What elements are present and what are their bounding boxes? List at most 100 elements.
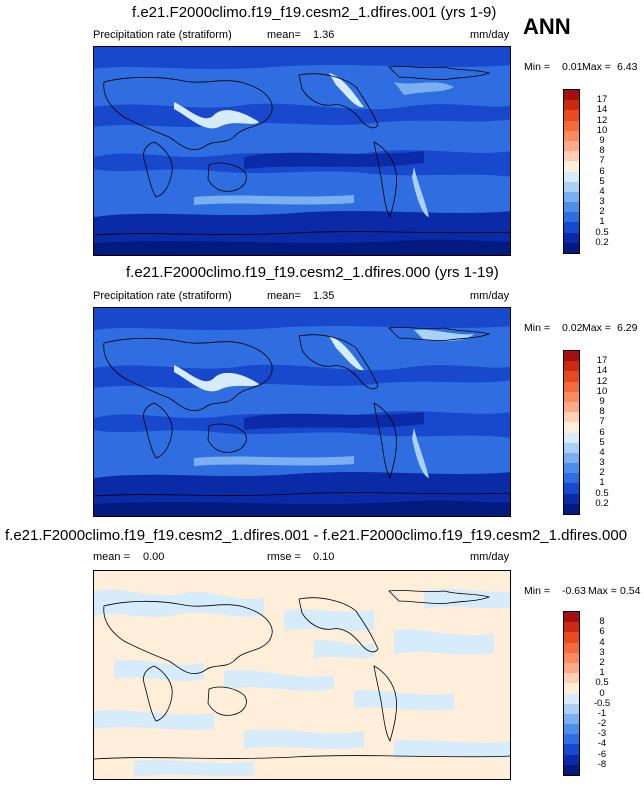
colorbar-swatch — [564, 713, 579, 725]
colorbar-tick-label: 4 — [599, 636, 605, 648]
colorbar-swatch — [564, 422, 579, 433]
colorbar-swatch — [564, 191, 579, 203]
colorbar-swatch — [564, 724, 579, 735]
colorbar-tick-label: 17 — [596, 355, 608, 367]
colorbar-swatch — [564, 703, 579, 714]
colorbar-tick-label: 8 — [599, 145, 605, 157]
colorbar-tick-label: 6 — [599, 165, 605, 177]
panel-1-map — [93, 46, 511, 256]
panel-3-min-label: Min = — [524, 585, 550, 597]
colorbar-tick-label: 0.2 — [595, 236, 609, 248]
colorbar-swatch — [564, 612, 579, 623]
colorbar-tick-label: 1 — [599, 216, 605, 228]
colorbar-swatch — [564, 744, 579, 755]
colorbar-swatch — [564, 242, 579, 253]
colorbar-tick-label: 5 — [599, 436, 605, 448]
panel-1-units: mm/day — [470, 29, 510, 41]
colorbar-tick-label: 14 — [596, 104, 608, 116]
colorbar-swatch — [564, 652, 579, 663]
colorbar-tick-label: 3 — [599, 646, 605, 658]
colorbar-swatch — [564, 632, 579, 643]
colorbar-swatch — [564, 754, 579, 765]
colorbar-tick-label: 0.5 — [595, 487, 609, 499]
colorbar-tick-label: -0.5 — [593, 697, 611, 709]
colorbar-tick-label: 6 — [599, 626, 605, 638]
colorbar-tick-label: 0.5 — [595, 226, 609, 238]
colorbar-swatch — [564, 110, 579, 121]
panel-3-max-value: 0.54 — [620, 585, 641, 597]
colorbar-swatch — [564, 100, 579, 111]
colorbar-tick-label: 12 — [596, 114, 608, 126]
panel-1-coastlines — [94, 66, 510, 236]
panel-2-min-label: Min = — [524, 322, 550, 334]
colorbar-tick-label: 10 — [596, 124, 608, 136]
colorbar-swatch — [564, 683, 579, 694]
panel-2-max-label: Max = — [582, 322, 611, 334]
colorbar-swatch — [564, 151, 579, 162]
colorbar-tick-label: 8 — [599, 616, 605, 628]
panel-2-mean-label: mean= — [267, 290, 301, 302]
colorbar-swatch — [564, 442, 579, 453]
colorbar-tick-label: 12 — [596, 375, 608, 387]
panel-2-min-value: 0.02 — [562, 322, 583, 334]
colorbar-swatch — [564, 642, 579, 653]
colorbar-swatch — [564, 371, 579, 382]
colorbar-tick-label: 9 — [599, 134, 605, 146]
colorbar-swatch — [564, 673, 579, 684]
colorbar-tick-label: 3 — [599, 196, 605, 208]
colorbar-tick-label: 7 — [599, 155, 605, 167]
colorbar-tick-label: 9 — [599, 395, 605, 407]
colorbar-swatch — [564, 381, 579, 392]
panel-1-colorbar — [563, 89, 580, 254]
colorbar-tick-label: 2 — [599, 467, 605, 479]
panel-1-mean-value: 1.36 — [313, 29, 335, 41]
colorbar-swatch — [564, 483, 579, 494]
colorbar-swatch — [564, 351, 579, 362]
panel-1-max-label: Max = — [582, 61, 611, 73]
panel-3-title: f.e21.F2000climo.f19_f19.cesm2_1.dfires.… — [5, 527, 628, 544]
panel-3-mean-label: mean = — [93, 551, 130, 563]
colorbar-swatch — [564, 90, 579, 101]
colorbar-tick-label: 7 — [599, 416, 605, 428]
panel-1-variable: Precipitation rate (stratiform) — [93, 29, 232, 41]
colorbar-swatch — [564, 161, 579, 172]
colorbar-swatch — [564, 463, 579, 474]
colorbar-tick-label: 3 — [599, 457, 605, 469]
colorbar-tick-label: -2 — [597, 718, 607, 730]
colorbar-tick-label: 2 — [599, 656, 605, 668]
colorbar-tick-label: -6 — [597, 748, 607, 760]
panel-3-max-label: Max = — [588, 585, 617, 597]
colorbar-swatch — [564, 473, 579, 484]
colorbar-swatch — [564, 764, 579, 775]
panel-1-mean-label: mean= — [267, 29, 301, 41]
colorbar-tick-label: 0 — [599, 687, 605, 699]
colorbar-tick-label: 8 — [599, 406, 605, 418]
panel-3-mean-value: 0.00 — [143, 551, 165, 563]
colorbar-tick-label: 10 — [596, 385, 608, 397]
colorbar-tick-label: 4 — [599, 446, 605, 458]
panel-2-mean-value: 1.35 — [313, 290, 335, 302]
colorbar-swatch — [564, 171, 579, 182]
season-label: ANN — [523, 14, 571, 39]
panel-2-variable: Precipitation rate (stratiform) — [93, 290, 232, 302]
colorbar-tick-label: -1 — [597, 707, 607, 719]
panel-3-colorbar — [563, 611, 580, 776]
colorbar-swatch — [564, 452, 579, 464]
panel-2-map — [93, 307, 511, 517]
colorbar-swatch — [564, 503, 579, 514]
panel-3-coastlines — [94, 590, 510, 760]
colorbar-swatch — [564, 391, 579, 402]
panel-3-rmse-value: 0.10 — [313, 551, 335, 563]
colorbar-tick-label: 0.2 — [595, 497, 609, 509]
panel-2-max-value: 6.29 — [617, 322, 638, 334]
colorbar-tick-label: 1 — [599, 477, 605, 489]
colorbar-swatch — [564, 734, 579, 745]
colorbar-tick-label: 17 — [596, 94, 608, 106]
colorbar-tick-label: -8 — [597, 758, 607, 770]
colorbar-swatch — [564, 493, 579, 504]
panel-3-map — [93, 570, 511, 780]
panel-2-coastlines — [94, 327, 510, 497]
colorbar-swatch — [564, 130, 579, 141]
panel-3-min-value: -0.63 — [562, 585, 586, 597]
colorbar-tick-label: 1 — [599, 667, 605, 679]
